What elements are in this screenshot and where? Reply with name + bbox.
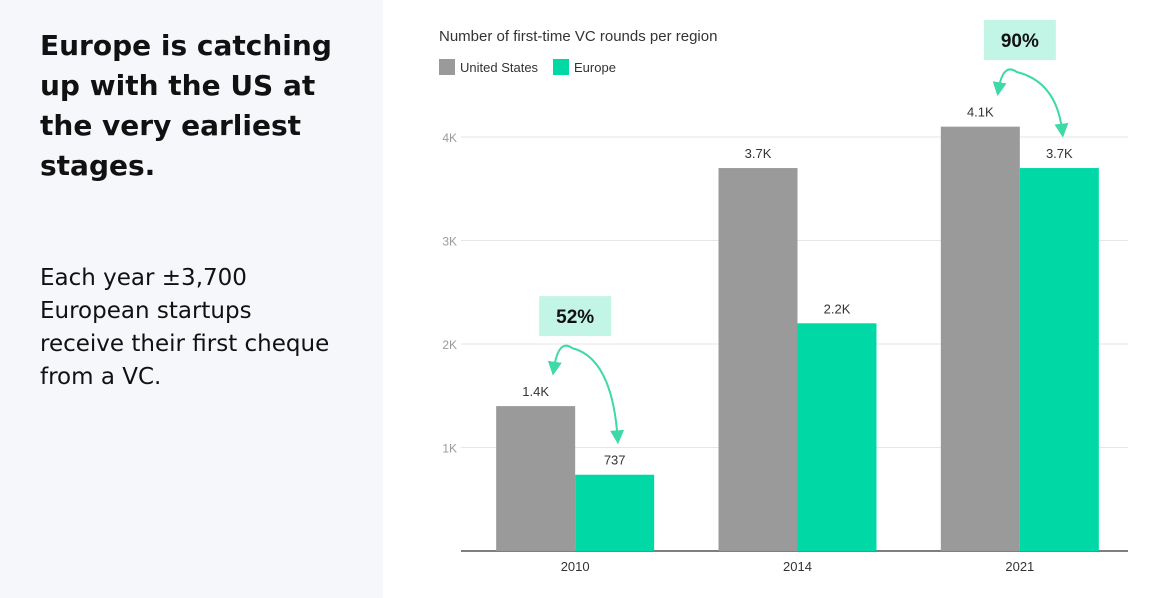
- bar-chart: Number of first-time VC rounds per regio…: [439, 20, 1128, 574]
- bar-europe-2014: [797, 323, 877, 551]
- left-panel: Europe is catching up with the US at the…: [0, 0, 383, 598]
- data-label: 3.7K: [1046, 146, 1073, 161]
- callout-box: [539, 296, 612, 337]
- legend-label-0: United States: [460, 60, 539, 75]
- chart-title: Number of first-time VC rounds per regio…: [439, 28, 717, 45]
- bar-us-2021: [940, 126, 1020, 552]
- data-label: 1.4K: [522, 384, 549, 399]
- body-text: Each year ±3,700 European startups recei…: [40, 265, 330, 390]
- y-axis: 1K 2K 3K 4K: [442, 131, 457, 456]
- bars: [496, 126, 1099, 552]
- legend-label-1: Europe: [574, 60, 616, 75]
- x-axis: 2010 2014 2021: [561, 559, 1035, 574]
- data-label: 737: [604, 453, 626, 468]
- legend-swatch-1: [553, 59, 569, 75]
- legend-swatch-0: [439, 59, 455, 75]
- headline: Europe is catching up with the US at the…: [40, 29, 332, 182]
- bar-europe-2021: [1019, 168, 1099, 552]
- callout-arrow: [992, 68, 1069, 138]
- legend: United States Europe: [439, 59, 616, 75]
- bar-us-2010: [496, 406, 576, 551]
- data-label: 4.1K: [967, 105, 994, 120]
- x-tick-label: 2021: [1005, 559, 1034, 574]
- y-tick-label: 1K: [442, 442, 457, 456]
- data-label: 2.2K: [824, 301, 851, 316]
- x-tick-label: 2014: [783, 559, 812, 574]
- y-tick-label: 4K: [442, 131, 457, 145]
- chart-container: Number of first-time VC rounds per regio…: [383, 0, 1176, 598]
- data-labels: 1.4K 737 3.7K 2.2K 4.1K 3.7K: [522, 105, 1073, 468]
- callouts: 52% 90%: [539, 20, 1069, 445]
- x-tick-label: 2010: [561, 559, 590, 574]
- data-label: 3.7K: [745, 146, 772, 161]
- callout-arrow: [547, 344, 625, 445]
- bar-us-2014: [718, 168, 798, 552]
- y-tick-label: 2K: [442, 338, 457, 352]
- y-tick-label: 3K: [442, 235, 457, 249]
- callout-label: 90%: [1001, 31, 1039, 52]
- callout-label: 52%: [556, 307, 594, 328]
- callout-box: [983, 20, 1056, 60]
- bar-europe-2010: [575, 474, 655, 551]
